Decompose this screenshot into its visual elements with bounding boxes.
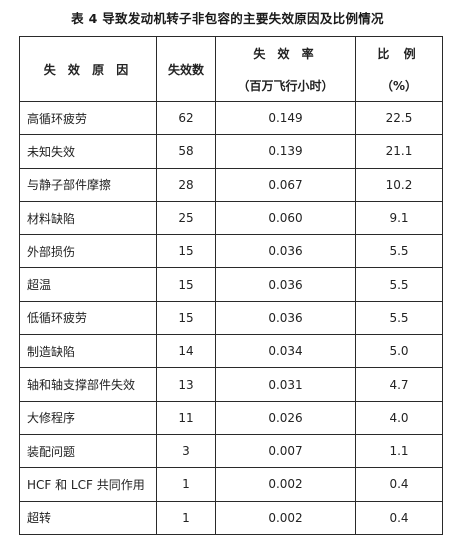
rate-cell: 0.036 — [215, 234, 356, 269]
cause-cell: 高循环疲劳 — [19, 100, 157, 136]
count-cell: 11 — [156, 400, 216, 435]
rate-cell: 0.139 — [215, 134, 356, 169]
header-ratio-unit: （%） — [355, 69, 443, 102]
rate-cell: 0.034 — [215, 334, 356, 369]
table-row: 与静子部件摩擦 28 0.067 10.2 — [19, 167, 443, 202]
cause-cell: 低循环疲劳 — [19, 300, 157, 336]
cause-cell: 未知失效 — [19, 134, 157, 169]
rate-cell: 0.002 — [215, 500, 356, 535]
cause-cell: 制造缺陷 — [19, 334, 157, 369]
count-cell: 3 — [156, 433, 216, 469]
count-cell: 25 — [156, 200, 216, 236]
count-cell: 15 — [156, 300, 216, 336]
percent-cell: 22.5 — [355, 100, 443, 136]
table-row: 低循环疲劳 15 0.036 5.5 — [19, 300, 443, 336]
percent-cell: 9.1 — [355, 200, 443, 236]
cause-cell: 装配问题 — [19, 433, 157, 469]
count-cell: 15 — [156, 267, 216, 302]
percent-cell: 0.4 — [355, 500, 443, 535]
table-row: 装配问题 3 0.007 1.1 — [19, 433, 443, 469]
table-row: 制造缺陷 14 0.034 5.0 — [19, 334, 443, 369]
rate-cell: 0.149 — [215, 100, 356, 136]
count-cell: 1 — [156, 467, 216, 502]
percent-cell: 0.4 — [355, 467, 443, 502]
cause-cell: 与静子部件摩擦 — [19, 167, 157, 202]
percent-cell: 1.1 — [355, 433, 443, 469]
header-cause-label: 失 效 原 因 — [43, 62, 133, 77]
rate-cell: 0.036 — [215, 267, 356, 302]
percent-cell: 5.5 — [355, 234, 443, 269]
header-rate: 失 效 率 — [215, 36, 356, 69]
table-row: 未知失效 58 0.139 21.1 — [19, 134, 443, 169]
percent-cell: 5.5 — [355, 300, 443, 336]
header-rate-label: 失 效 率 — [253, 46, 318, 61]
header-rate-unit: （百万飞行小时） — [215, 69, 356, 102]
cause-cell: 大修程序 — [19, 400, 157, 435]
table-row: 轴和轴支撑部件失效 13 0.031 4.7 — [19, 367, 443, 402]
rate-cell: 0.002 — [215, 467, 356, 502]
header-count-label: 失效数 — [167, 62, 204, 77]
header-cause: 失 效 原 因 — [19, 36, 157, 102]
count-cell: 1 — [156, 500, 216, 535]
cause-cell: 轴和轴支撑部件失效 — [19, 367, 157, 402]
count-cell: 62 — [156, 100, 216, 136]
percent-cell: 5.0 — [355, 334, 443, 369]
header-count: 失效数 — [156, 36, 216, 102]
count-cell: 28 — [156, 167, 216, 202]
table-row: HCF 和 LCF 共同作用 1 0.002 0.4 — [19, 467, 443, 502]
percent-cell: 5.5 — [355, 267, 443, 302]
table-row: 超温 15 0.036 5.5 — [19, 267, 443, 302]
rate-cell: 0.067 — [215, 167, 356, 202]
count-cell: 15 — [156, 234, 216, 269]
cause-cell: 超转 — [19, 500, 157, 535]
cause-cell: 外部损伤 — [19, 234, 157, 269]
rate-cell: 0.060 — [215, 200, 356, 236]
table-row: 超转 1 0.002 0.4 — [19, 500, 443, 535]
table-row: 高循环疲劳 62 0.149 22.5 — [19, 100, 443, 136]
table-caption: 表 4 导致发动机转子非包容的主要失效原因及比例情况 — [71, 11, 384, 26]
failure-cause-table: 失 效 原 因 失效数 失 效 率 比 例 （百万飞行小时） （%） 高循环疲劳… — [19, 36, 443, 535]
table-header-row: 失 效 原 因 失效数 失 效 率 比 例 — [19, 36, 443, 102]
header-ratio: 比 例 — [355, 36, 443, 69]
percent-cell: 21.1 — [355, 134, 443, 169]
cause-cell: 超温 — [19, 267, 157, 302]
rate-cell: 0.031 — [215, 367, 356, 402]
cause-cell: HCF 和 LCF 共同作用 — [19, 467, 157, 502]
count-cell: 14 — [156, 334, 216, 369]
percent-cell: 4.7 — [355, 367, 443, 402]
percent-cell: 4.0 — [355, 400, 443, 435]
table-row: 大修程序 11 0.026 4.0 — [19, 400, 443, 435]
rate-cell: 0.036 — [215, 300, 356, 336]
percent-cell: 10.2 — [355, 167, 443, 202]
count-cell: 13 — [156, 367, 216, 402]
table-header-subrow: （百万飞行小时） （%） — [20, 69, 443, 102]
count-cell: 58 — [156, 134, 216, 169]
rate-cell: 0.007 — [215, 433, 356, 469]
header-ratio-label: 比 例 — [377, 46, 421, 61]
table-row: 外部损伤 15 0.036 5.5 — [19, 234, 443, 269]
rate-cell: 0.026 — [215, 400, 356, 435]
table-row: 材料缺陷 25 0.060 9.1 — [19, 200, 443, 236]
cause-cell: 材料缺陷 — [19, 200, 157, 236]
